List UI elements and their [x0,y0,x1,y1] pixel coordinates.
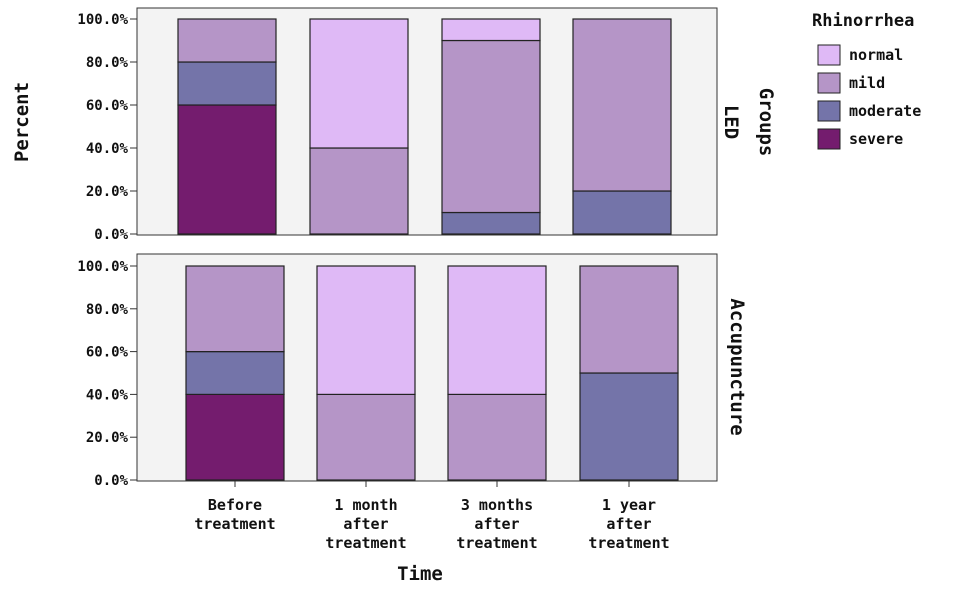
x-category-label-2-1: after [474,515,519,533]
bars-layer [177,18,679,481]
bar-segment-accupuncture-mild-0 [185,265,285,353]
bar-segment-accupuncture-mild-1 [316,393,416,481]
legend-items: normal mild moderate severe [817,44,921,150]
x-category-label-2-2: treatment [456,534,537,552]
legend-title: Rhinorrhea [812,11,914,31]
row-facet-label: Groups [755,88,777,157]
x-category-label-3-1: after [606,515,651,533]
bar-segment-led-normal-1 [309,18,409,149]
y-tick-label-0-3: 60.0% [86,98,129,114]
y-tick-label-1-5: 100.0% [77,259,128,275]
y-tick-label-1-1: 20.0% [86,430,129,446]
x-category-label-0-1: treatment [194,515,275,533]
bar-segment-led-moderate-0 [177,61,277,106]
x-category-label-0-0: Before [208,496,262,514]
bar-segment-accupuncture-mild-2 [447,393,547,481]
y-tick-label-0-1: 20.0% [86,184,129,200]
bar-segment-accupuncture-moderate-0 [185,351,285,396]
x-category-label-3-0: 1 year [602,496,656,514]
bar-segment-led-moderate-2 [441,211,541,235]
bar-segment-led-mild-2 [441,39,541,214]
y-tick-label-1-2: 40.0% [86,387,129,403]
y-tick-label-0-2: 40.0% [86,141,129,157]
bar-segment-led-mild-0 [177,18,277,63]
bar-segment-accupuncture-severe-0 [185,393,285,481]
legend: Rhinorrhea normal mild moderate severe [812,11,921,150]
legend-label-moderate: moderate [849,102,921,120]
x-category-label-2-0: 3 months [461,496,533,514]
y-tick-label-1-0: 0.0% [94,473,128,489]
legend-label-mild: mild [849,74,885,92]
bar-segment-led-mild-3 [572,18,672,192]
bar-segment-accupuncture-mild-3 [579,265,679,374]
x-category-label-1-2: treatment [325,534,406,552]
legend-swatch-mild [817,72,841,94]
y-tick-label-0-4: 80.0% [86,55,129,71]
bar-segment-led-mild-1 [309,147,409,235]
x-category-label-3-2: treatment [588,534,669,552]
y-ticks-layer: 0.0% 20.0% 40.0% 60.0% 80.0% 100.0% 0.0% 20.0% 4… [77,12,137,489]
y-tick-label-0-0: 0.0% [94,227,128,243]
legend-label-severe: severe [849,130,903,148]
bar-segment-led-moderate-3 [572,190,672,235]
legend-swatch-severe [817,128,841,150]
panel-title-led: LED [720,105,742,139]
y-tick-label-0-5: 100.0% [77,12,128,28]
bar-segment-accupuncture-normal-1 [316,265,416,395]
x-category-label-1-0: 1 month [334,496,397,514]
y-axis-title: Percent [11,82,33,162]
legend-label-normal: normal [849,46,903,64]
y-tick-label-1-4: 80.0% [86,302,129,318]
legend-swatch-normal [817,44,841,66]
bar-segment-accupuncture-normal-2 [447,265,547,395]
legend-swatch-moderate [817,100,841,122]
bar-segment-accupuncture-moderate-3 [579,372,679,481]
x-axis-title: Time [397,563,443,585]
y-tick-label-1-3: 60.0% [86,345,129,361]
bar-segment-led-severe-0 [177,104,277,235]
x-category-label-1-1: after [343,515,388,533]
panel-title-accupuncture: Accupuncture [726,298,748,435]
bar-segment-led-normal-2 [441,18,541,42]
